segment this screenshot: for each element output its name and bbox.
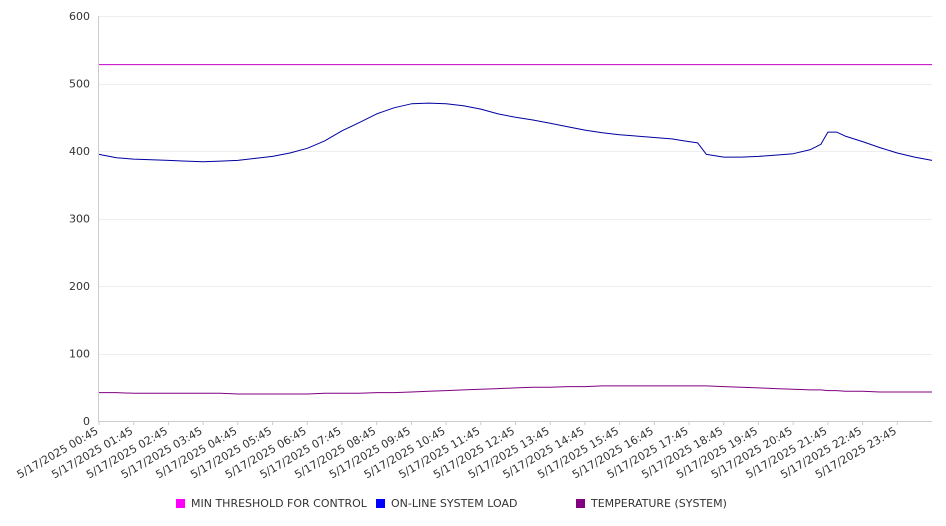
legend-item-temperature: TEMPERATURE (SYSTEM): [576, 497, 727, 510]
series-line-system-load: [98, 102, 933, 163]
series-lines: [98, 64, 933, 395]
y-tick-label: 100: [69, 348, 90, 361]
legend-label-temperature: TEMPERATURE (SYSTEM): [591, 497, 727, 510]
legend-label-system-load: ON-LINE SYSTEM LOAD: [391, 497, 518, 510]
x-axis-ticks: 5/17/2025 00:455/17/2025 01:455/17/2025 …: [15, 421, 899, 481]
y-tick-label: 0: [83, 415, 90, 428]
y-tick-label: 600: [69, 10, 90, 23]
y-tick-label: 500: [69, 78, 90, 91]
legend-swatch-system-load: [376, 499, 385, 508]
legend-swatch-temperature: [576, 499, 585, 508]
legend-item-system-load: ON-LINE SYSTEM LOAD: [376, 497, 517, 510]
legend-label-min-threshold: MIN THRESHOLD FOR CONTROL: [191, 497, 367, 510]
y-axis-ticks: 0 100 200 300 400 500 600: [69, 10, 90, 428]
legend-swatch-min-threshold: [176, 499, 185, 508]
y-tick-label: 400: [69, 145, 90, 158]
series-line-temperature: [99, 385, 932, 395]
legend-item-min-threshold: MIN THRESHOLD FOR CONTROL: [176, 497, 367, 510]
y-tick-label: 300: [69, 213, 90, 226]
y-tick-label: 200: [69, 280, 90, 293]
legend: MIN THRESHOLD FOR CONTROL ON-LINE SYSTEM…: [0, 497, 946, 515]
gridlines: [99, 16, 932, 355]
